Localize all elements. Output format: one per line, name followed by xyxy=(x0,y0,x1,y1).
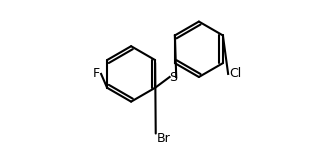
Text: Br: Br xyxy=(156,132,170,145)
Text: F: F xyxy=(92,67,100,80)
Text: Cl: Cl xyxy=(229,67,241,80)
Text: S: S xyxy=(170,71,178,83)
